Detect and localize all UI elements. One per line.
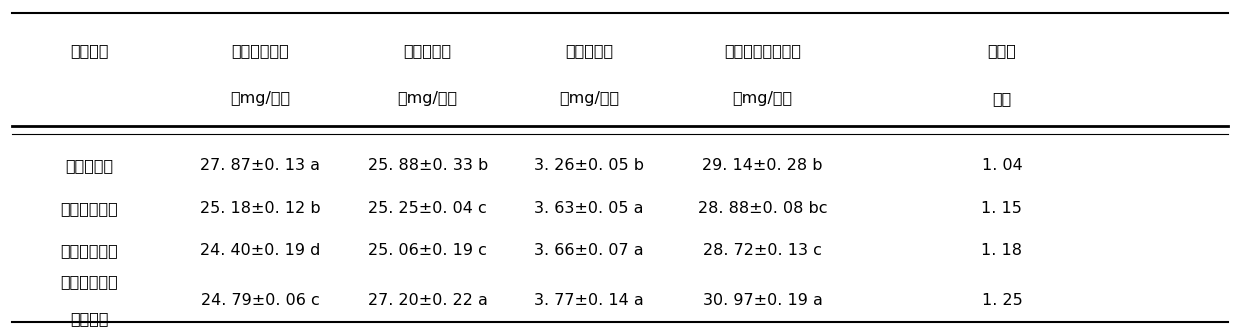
- Text: 1. 18: 1. 18: [981, 243, 1023, 258]
- Text: 27. 20±0. 22 a: 27. 20±0. 22 a: [368, 293, 487, 308]
- Text: 24. 79±0. 06 c: 24. 79±0. 06 c: [201, 293, 320, 308]
- Text: 28. 88±0. 08 bc: 28. 88±0. 08 bc: [698, 201, 827, 216]
- Text: 28. 72±0. 13 c: 28. 72±0. 13 c: [703, 243, 822, 258]
- Text: 1. 15: 1. 15: [982, 201, 1022, 216]
- Text: 1. 25: 1. 25: [982, 293, 1022, 308]
- Text: 自根异株嫁接: 自根异株嫁接: [61, 243, 118, 258]
- Text: 3. 63±0. 05 a: 3. 63±0. 05 a: [534, 201, 644, 216]
- Text: 25. 25±0. 04 c: 25. 25±0. 04 c: [368, 201, 487, 216]
- Text: 转运量: 转运量: [987, 43, 1017, 58]
- Text: 地上部分镉积累量: 地上部分镉积累量: [724, 43, 801, 58]
- Text: 25. 88±0. 33 b: 25. 88±0. 33 b: [368, 158, 487, 173]
- Text: 27. 87±0. 13 a: 27. 87±0. 13 a: [201, 158, 320, 173]
- Text: 不嫁接处理: 不嫁接处理: [66, 158, 113, 173]
- Text: （mg/株）: （mg/株）: [733, 91, 792, 106]
- Text: 1. 04: 1. 04: [982, 158, 1022, 173]
- Text: 30. 97±0. 19 a: 30. 97±0. 19 a: [703, 293, 822, 308]
- Text: （mg/株）: （mg/株）: [559, 91, 619, 106]
- Text: 25. 06±0. 19 c: 25. 06±0. 19 c: [368, 243, 487, 258]
- Text: 嫁接处理: 嫁接处理: [69, 43, 109, 58]
- Text: 29. 14±0. 28 b: 29. 14±0. 28 b: [702, 158, 823, 173]
- Text: 系数: 系数: [992, 91, 1012, 106]
- Text: 异株嫁接: 异株嫁接: [69, 311, 109, 326]
- Text: 自根同株嫁接: 自根同株嫁接: [61, 201, 118, 216]
- Text: 根系镉积累量: 根系镉积累量: [232, 43, 289, 58]
- Text: 3. 77±0. 14 a: 3. 77±0. 14 a: [534, 293, 644, 308]
- Text: 3. 26±0. 05 b: 3. 26±0. 05 b: [534, 158, 644, 173]
- Text: （mg/株）: （mg/株）: [398, 91, 458, 106]
- Text: 叶镉积累量: 叶镉积累量: [565, 43, 613, 58]
- Text: 24. 40±0. 19 d: 24. 40±0. 19 d: [200, 243, 321, 258]
- Text: 茎镉积累量: 茎镉积累量: [404, 43, 451, 58]
- Text: 25. 18±0. 12 b: 25. 18±0. 12 b: [200, 201, 321, 216]
- Text: 3. 66±0. 07 a: 3. 66±0. 07 a: [534, 243, 644, 258]
- Text: （mg/株）: （mg/株）: [231, 91, 290, 106]
- Text: 自根不同大小: 自根不同大小: [61, 275, 118, 290]
